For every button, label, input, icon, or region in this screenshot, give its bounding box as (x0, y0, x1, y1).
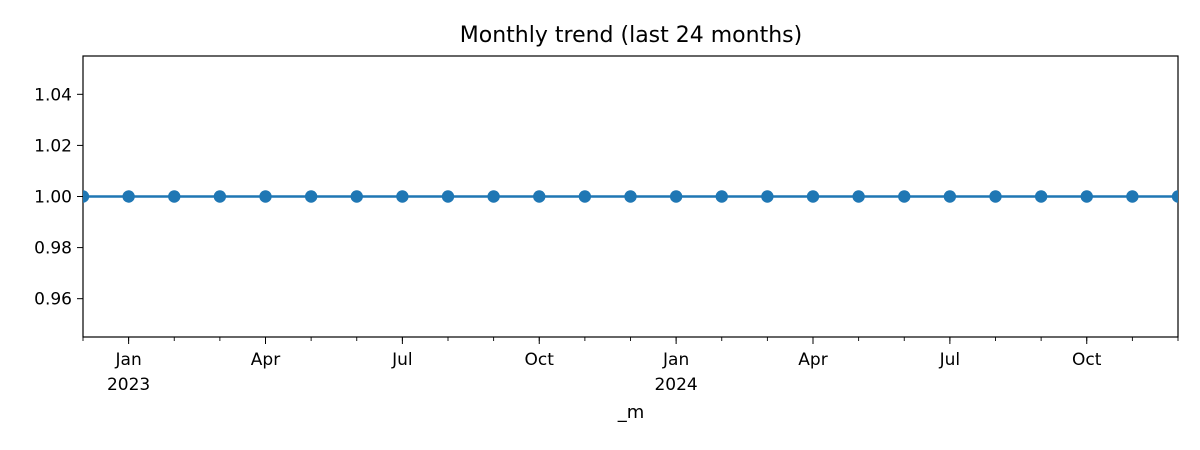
data-point (259, 190, 272, 203)
data-point (989, 190, 1002, 203)
chart-title: Monthly trend (last 24 months) (460, 23, 802, 48)
x-tick-label: Jan (115, 350, 142, 370)
y-tick-label: 1.04 (34, 85, 72, 105)
data-point (304, 190, 318, 203)
data-point (396, 190, 409, 203)
data-point (669, 190, 683, 203)
data-point (852, 190, 865, 203)
x-axis-label: _m (617, 402, 645, 423)
data-point (806, 190, 820, 203)
x-tick-label: Jul (939, 350, 961, 370)
data-point (624, 190, 637, 203)
x-tick-label: Oct (525, 350, 555, 370)
y-tick-label: 1.02 (34, 136, 72, 156)
data-point (1080, 190, 1093, 203)
data-point (533, 190, 546, 203)
data-point (213, 190, 227, 203)
data-point (715, 190, 728, 203)
data-point (122, 190, 135, 203)
x-tick-label: Jul (391, 350, 413, 370)
data-point (168, 190, 181, 203)
data-point (350, 190, 363, 203)
data-point (1126, 190, 1139, 203)
data-point (1034, 190, 1048, 203)
series-group (83, 190, 1178, 203)
data-point (1171, 190, 1178, 203)
data-point (487, 190, 500, 203)
data-point (943, 190, 957, 203)
y-tick-label: 0.98 (34, 239, 72, 259)
data-point (578, 190, 592, 203)
data-point (898, 190, 911, 203)
y-tick-label: 0.96 (34, 290, 72, 310)
x-tick-year-label: 2024 (654, 375, 697, 395)
x-tick-label: Oct (1072, 350, 1102, 370)
axes: 0.96 0.98 1.00 1.02 1.04 Jan 2023 Apr Jul Oct Jan 2… (34, 55, 1179, 395)
data-point (441, 190, 455, 203)
x-tick-label: Apr (798, 350, 827, 370)
data-point (761, 190, 774, 203)
x-tick-label: Jan (662, 350, 689, 370)
x-tick-label: Apr (251, 350, 280, 370)
x-tick-year-label: 2023 (107, 375, 150, 395)
data-point (83, 190, 90, 203)
y-tick-label: 1.00 (34, 188, 72, 208)
